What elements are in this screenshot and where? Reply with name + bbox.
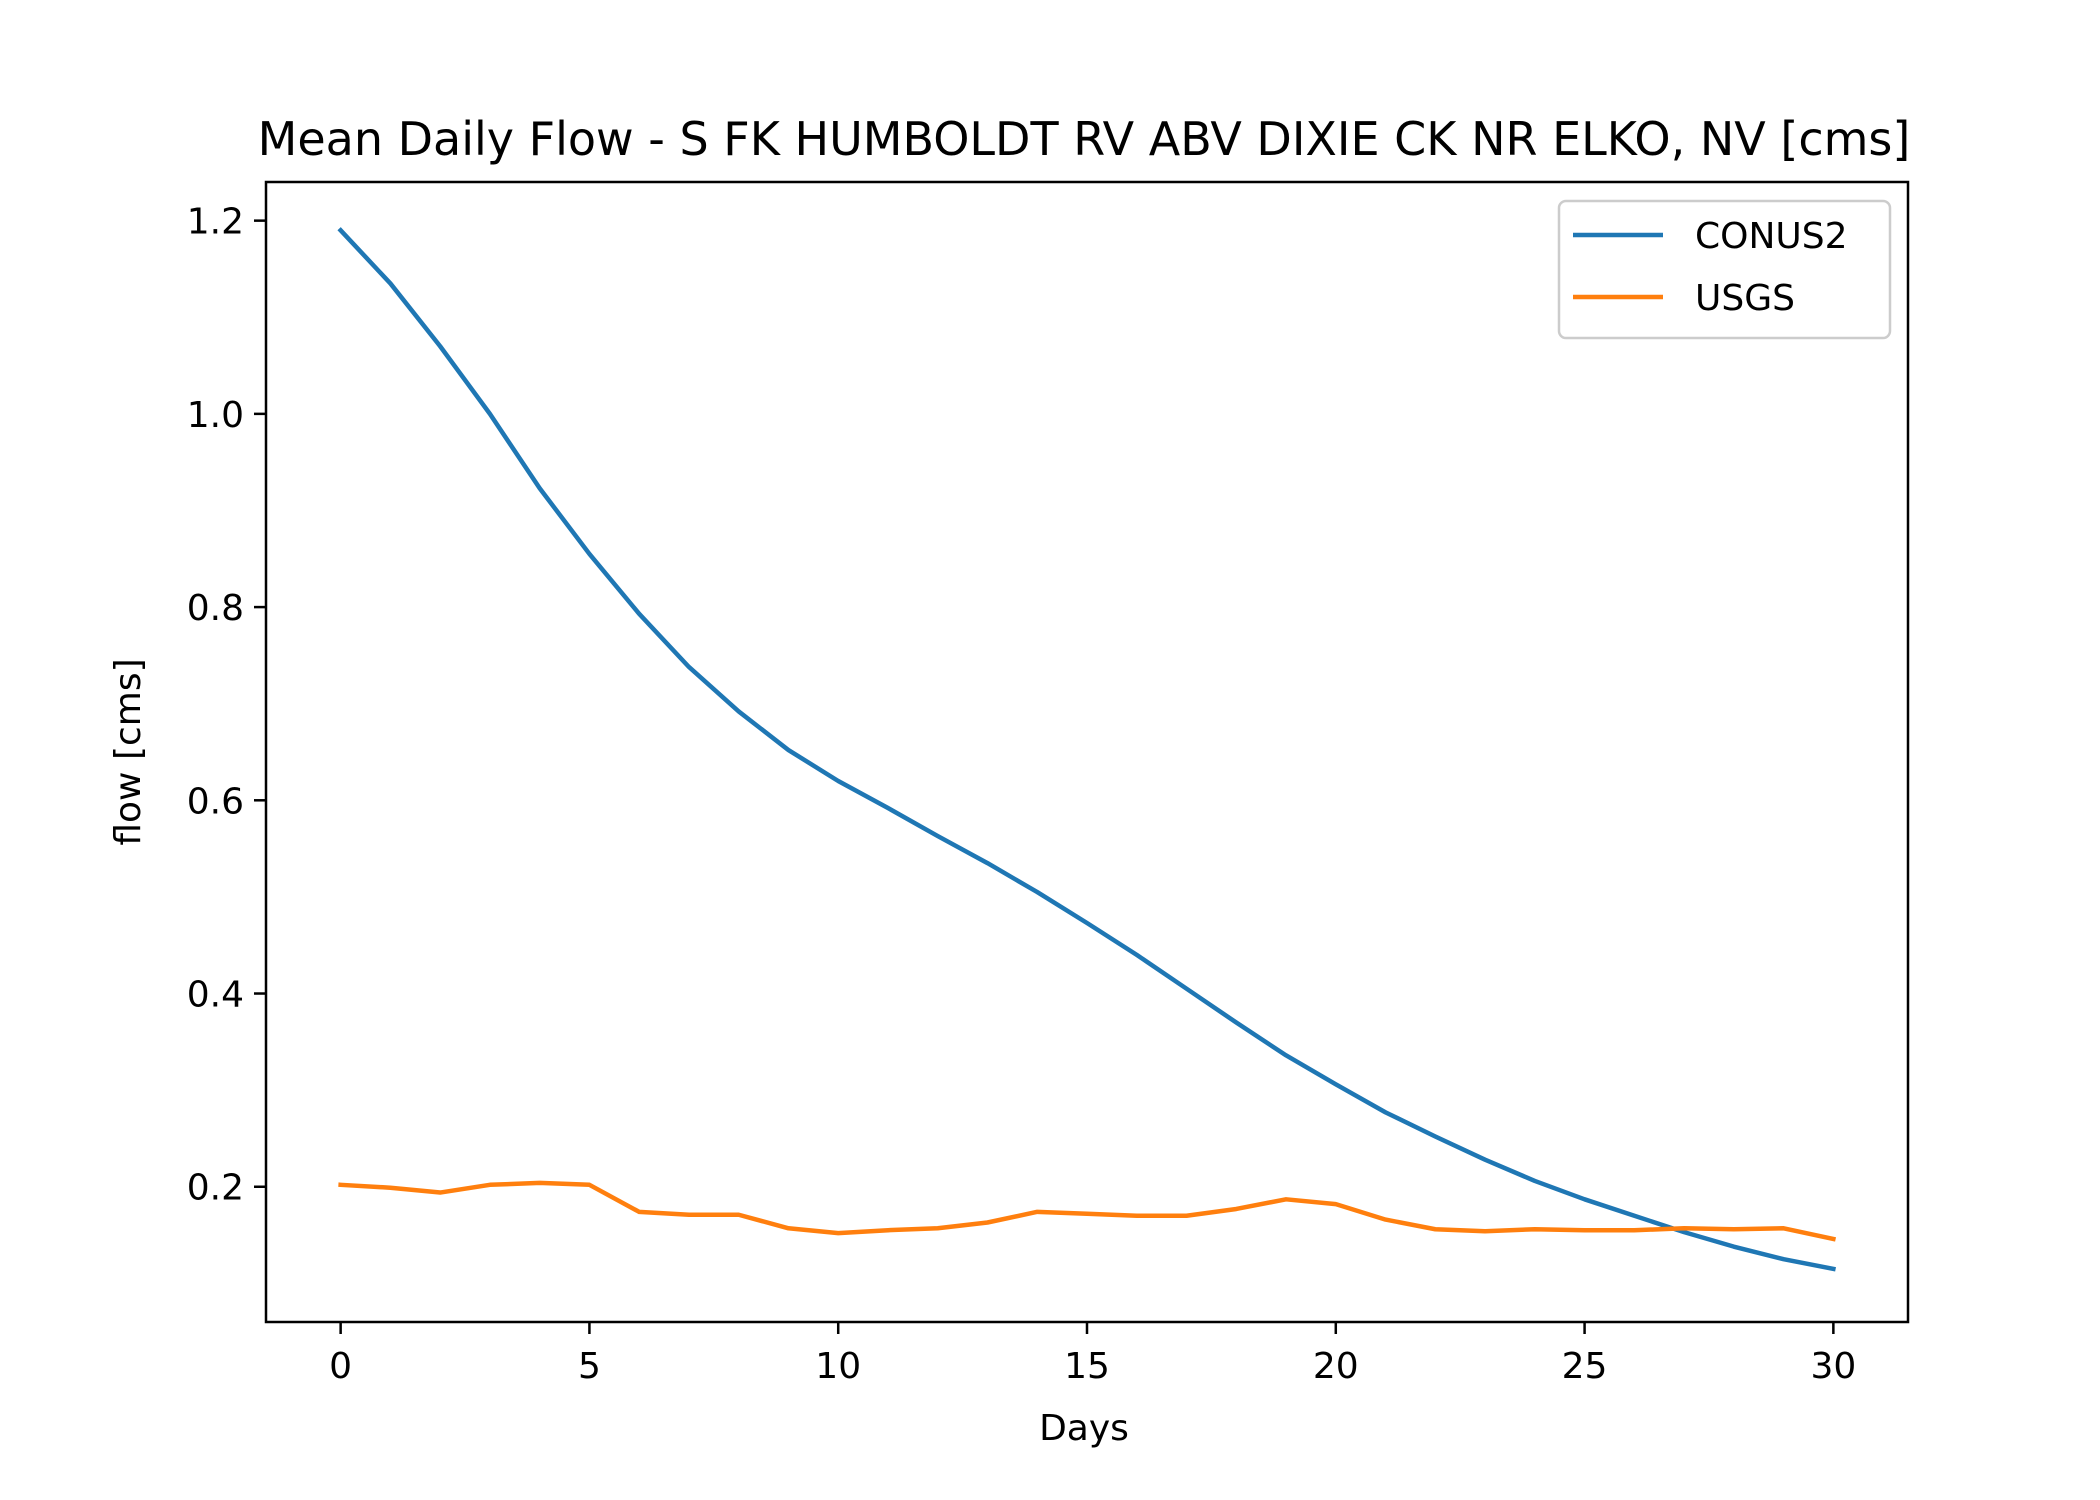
plot-frame [264,180,1910,1324]
series-line-usgs [338,1180,1837,1242]
x-tick-label: 20 [1313,1346,1359,1387]
series-line-conus2 [337,227,1836,1272]
series-layer [337,227,1837,1272]
y-tick-label: 1.0 [187,395,244,436]
y-tick-label: 0.6 [187,781,244,822]
x-axis-label: Days [1039,1408,1129,1449]
x-tick-label: 10 [815,1346,861,1387]
x-tick-label: 25 [1562,1346,1608,1387]
x-tick-label: 0 [329,1346,352,1387]
y-tick-label: 0.2 [187,1168,244,1209]
y-tick-label: 0.4 [187,975,244,1016]
y-tick-label: 0.8 [187,588,244,629]
legend-label-conus2: CONUS2 [1695,216,1848,257]
legend: CONUS2 USGS [1557,199,1892,340]
x-tick-label: 15 [1064,1346,1110,1387]
chart-title: Mean Daily Flow - S FK HUMBOLDT RV ABV D… [258,112,1911,166]
legend-label-usgs: USGS [1695,278,1795,319]
y-axis-label: flow [cms] [108,658,149,845]
ticks-layer: 0 5 10 15 20 25 30 0.2 0.4 0.6 0.8 1.0 1.2 [187,202,1857,1387]
x-tick-label: 5 [578,1346,601,1387]
y-tick-label: 1.2 [187,202,244,243]
x-tick-label: 30 [1810,1346,1856,1387]
